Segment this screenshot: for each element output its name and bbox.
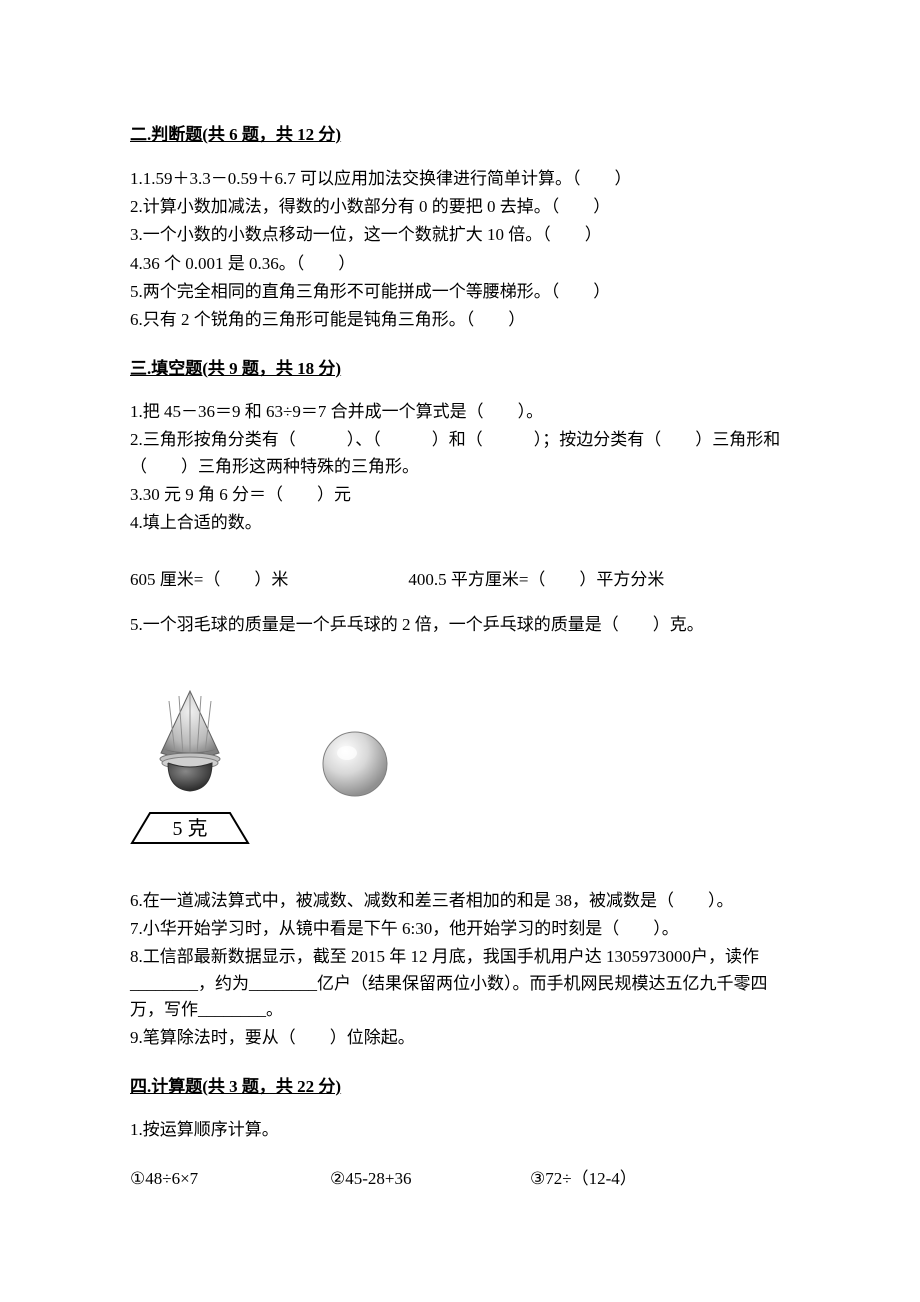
fill-q7: 7.小华开始学习时，从镜中看是下午 6:30，他开始学习的时刻是（ ）。	[130, 916, 790, 942]
judgment-q6: 6.只有 2 个锐角的三角形可能是钝角三角形。（ ）	[130, 307, 790, 333]
section-3-questions: 1.把 45－36＝9 和 63÷9＝7 合并成一个算式是（ ）。 2.三角形按…	[130, 399, 790, 537]
calc-q1-c: ③72÷（12-4）	[530, 1166, 730, 1192]
judgment-q2: 2.计算小数加减法，得数的小数部分有 0 的要把 0 去掉。（ ）	[130, 194, 790, 220]
section-2-header: 二.判断题(共 6 题，共 12 分)	[130, 122, 790, 148]
fill-q5: 5.一个羽毛球的质量是一个乒乓球的 2 倍，一个乒乓球的质量是（ ）克。	[130, 612, 790, 638]
pingpong-ball-icon	[320, 729, 390, 799]
judgment-q4: 4.36 个 0.001 是 0.36。（ ）	[130, 251, 790, 277]
fill-q4-subquestions: 605 厘米=（ ）米 400.5 平方厘米=（ ）平方分米	[130, 567, 790, 593]
fill-q9: 9.笔算除法时，要从（ ）位除起。	[130, 1025, 790, 1051]
calc-q1: 1.按运算顺序计算。	[130, 1117, 790, 1143]
fill-q4-a: 605 厘米=（ ）米	[130, 567, 288, 593]
shuttlecock-container: 5 克	[130, 681, 250, 848]
section-3-header: 三.填空题(共 9 题，共 18 分)	[130, 356, 790, 382]
calc-q1-subquestions: ①48÷6×7 ②45-28+36 ③72÷（12-4）	[130, 1166, 790, 1192]
judgment-q1: 1.1.59＋3.3－0.59＋6.7 可以应用加法交换律进行简单计算。（ ）	[130, 166, 790, 192]
fill-q3: 3.30 元 9 角 6 分＝（ ）元	[130, 482, 790, 508]
weight-text: 5 克	[173, 817, 208, 840]
fill-q6: 6.在一道减法算式中，被减数、减数和差三者相加的和是 38，被减数是（ ）。	[130, 888, 790, 914]
section-3-questions-after: 6.在一道减法算式中，被减数、减数和差三者相加的和是 38，被减数是（ ）。 7…	[130, 888, 790, 1052]
judgment-q5: 5.两个完全相同的直角三角形不可能拼成一个等腰梯形。（ ）	[130, 279, 790, 305]
fill-q1: 1.把 45－36＝9 和 63÷9＝7 合并成一个算式是（ ）。	[130, 399, 790, 425]
fill-q4-b: 400.5 平方厘米=（ ）平方分米	[408, 567, 664, 593]
section-2-questions: 1.1.59＋3.3－0.59＋6.7 可以应用加法交换律进行简单计算。（ ） …	[130, 166, 790, 334]
section-4-header: 四.计算题(共 3 题，共 22 分)	[130, 1074, 790, 1100]
shuttlecock-icon	[143, 681, 238, 796]
fill-q4: 4.填上合适的数。	[130, 510, 790, 536]
fill-q2: 2.三角形按角分类有（ ）、（ ）和（ ）；按边分类有（ ）三角形和（ ）三角形…	[130, 427, 790, 480]
calc-q1-a: ①48÷6×7	[130, 1166, 330, 1192]
weight-scale-icon: 5 克	[130, 808, 250, 848]
fill-q8: 8.工信部最新数据显示，截至 2015 年 12 月底，我国手机用户达 1305…	[130, 944, 790, 1023]
judgment-q3: 3.一个小数的小数点移动一位，这一个数就扩大 10 倍。（ ）	[130, 222, 790, 248]
q5-illustration: 5 克	[130, 681, 790, 848]
calc-q1-b: ②45-28+36	[330, 1166, 530, 1192]
